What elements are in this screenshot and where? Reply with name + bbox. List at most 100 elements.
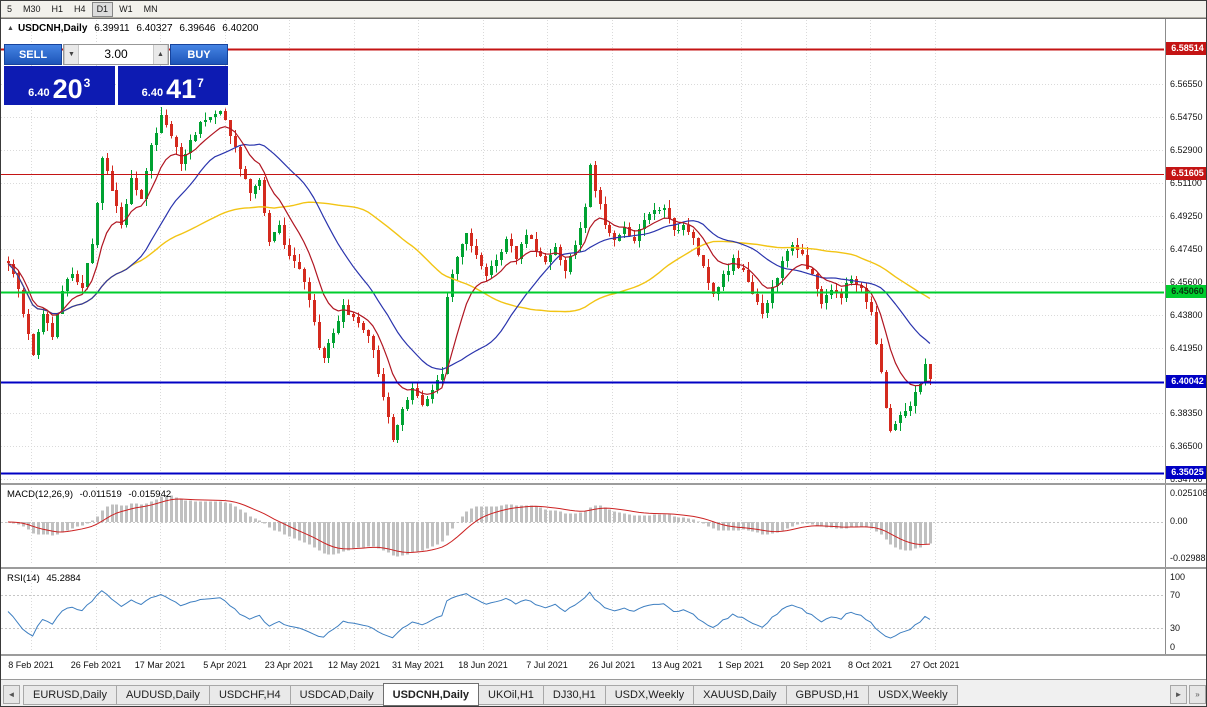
ask-price-sup: 7 (197, 76, 204, 90)
readout-open: 6.39911 (94, 23, 130, 34)
price-axis-label: 6.47450 (1170, 244, 1203, 254)
bid-price-sup: 3 (83, 76, 91, 90)
chart-title: ▲ USDCNH,Daily 6.39911 6.40327 6.39646 6.… (7, 23, 262, 34)
volume-input[interactable]: 3.00 (104, 47, 128, 61)
symbol-title: USDCNH,Daily (17, 23, 88, 34)
price-line-badge: 6.51605 (1166, 167, 1206, 180)
timeframe-toolbar: 5 M30 H1 H4 D1 W1 MN (1, 1, 1206, 18)
chart-tab-usdcad-daily[interactable]: USDCAD,Daily (289, 685, 384, 705)
panel-separator[interactable] (1, 567, 1206, 569)
panel-separator[interactable] (1, 483, 1206, 485)
tab-scroll-left-button[interactable]: ◄ (3, 685, 20, 704)
price-line-badge: 6.45060 (1166, 285, 1206, 298)
date-axis-label: 23 Apr 2021 (264, 660, 314, 670)
volume-increase-button[interactable]: ▲ (153, 45, 168, 64)
readout-close: 6.40200 (222, 23, 259, 34)
date-axis-label: 5 Apr 2021 (203, 660, 247, 670)
price-axis-label: 6.34700 (1170, 474, 1203, 484)
timeframe-button-m30[interactable]: M30 (23, 3, 41, 14)
macd-axis-label: 0.00 (1170, 516, 1188, 526)
chart-tab-usdx-weekly[interactable]: USDX,Weekly (868, 685, 958, 705)
chart-shift-marker-icon: ▲ (7, 25, 14, 32)
date-axis-label: 31 May 2021 (391, 660, 445, 670)
chart-window: 6.56550 6.54750 6.52900 6.51100 6.49250 6.474… (1, 18, 1207, 679)
chart-tab-ukoil-h1[interactable]: UKOil,H1 (478, 685, 544, 705)
chart-tab-bar: ◄ EURUSD,Daily AUDUSD,Daily USDCHF,H4 USDCA… (1, 679, 1206, 706)
date-axis-label: 1 Sep 2021 (717, 660, 765, 670)
chart-tabs: EURUSD,Daily AUDUSD,Daily USDCHF,H4 USDCAD,… (23, 683, 958, 706)
price-axis-label: 6.45600 (1170, 277, 1203, 287)
date-axis-label: 7 Jul 2021 (526, 660, 568, 670)
date-axis-label: 13 Aug 2021 (651, 660, 703, 670)
price-axis-label: 6.43800 (1170, 310, 1203, 320)
price-line-badge: 6.58514 (1166, 42, 1206, 55)
readout-high: 6.40327 (136, 23, 173, 34)
timeframe-button-h1[interactable]: H1 (51, 3, 64, 14)
price-axis[interactable]: 6.56550 6.54750 6.52900 6.51100 6.49250 6.474… (1165, 19, 1207, 656)
rsi-label: RSI(14) (7, 573, 40, 584)
volume-decrease-button[interactable]: ▼ (64, 45, 79, 64)
ask-price-big: 41 (166, 74, 197, 104)
timeframe-button-w1[interactable]: W1 (119, 3, 133, 14)
buy-button[interactable]: BUY (170, 44, 228, 65)
price-axis-label: 6.52900 (1170, 145, 1203, 155)
bid-price-big: 20 (52, 74, 83, 104)
chart-tab-xauusd-daily[interactable]: XAUUSD,Daily (693, 685, 787, 705)
timeframe-button-mn[interactable]: MN (143, 3, 158, 14)
rsi-axis-label: 30 (1170, 623, 1181, 633)
macd-axis-label: 0.025108 (1170, 488, 1207, 498)
price-axis-label: 6.41950 (1170, 343, 1203, 353)
date-axis-label: 12 May 2021 (327, 660, 381, 670)
tab-scroll-right-button[interactable]: ► (1170, 685, 1187, 704)
macd-title: MACD(12,26,9) -0.011519 -0.015942 (7, 489, 175, 500)
chart-tab-eurusd-daily[interactable]: EURUSD,Daily (23, 685, 117, 705)
chart-canvas[interactable] (1, 19, 1165, 656)
rsi-value: 45.2884 (46, 573, 81, 584)
readout-low: 6.39646 (179, 23, 216, 34)
ask-price-box[interactable]: 6.40 41 7 (117, 66, 228, 105)
tab-scroll-end-button[interactable]: » (1189, 685, 1206, 704)
rsi-axis-label: 0 (1170, 642, 1176, 652)
date-axis-label: 17 Mar 2021 (134, 660, 186, 670)
chart-tab-usdcnh-daily[interactable]: USDCNH,Daily (382, 683, 480, 706)
chart-tab-usdx-weekly[interactable]: USDX,Weekly (604, 685, 695, 705)
ask-price-prefix: 6.40 (141, 87, 164, 99)
macd-label: MACD(12,26,9) (7, 489, 73, 500)
date-axis-label: 26 Jul 2021 (588, 660, 636, 670)
rsi-title: RSI(14) 45.2884 (7, 573, 85, 584)
date-axis-label: 8 Feb 2021 (8, 660, 54, 670)
price-axis-label: 6.56550 (1170, 79, 1203, 89)
rsi-axis-label: 70 (1170, 590, 1181, 600)
macd-axis-label: -0.029881 (1170, 553, 1207, 563)
timeframe-button-h4[interactable]: H4 (74, 3, 86, 14)
one-click-trade-panel: SELL ▼ 3.00 ▲ BUY 6.40 20 3 6.40 41 7 (4, 44, 228, 105)
chart-tab-audusd-daily[interactable]: AUDUSD,Daily (115, 685, 210, 705)
macd-value-main: -0.011519 (79, 489, 122, 500)
price-axis-label: 6.36500 (1170, 441, 1203, 451)
price-axis-label: 6.51100 (1170, 178, 1202, 188)
date-axis[interactable]: 8 Feb 2021 26 Feb 2021 17 Mar 2021 5 Apr 20… (1, 656, 1165, 678)
bid-price-prefix: 6.40 (28, 87, 50, 99)
price-line-badge: 6.35025 (1166, 466, 1206, 479)
panel-separator[interactable] (1, 654, 1206, 656)
date-axis-label: 26 Feb 2021 (70, 660, 122, 670)
chart-tab-gbpusd-h1[interactable]: GBPUSD,H1 (785, 685, 870, 705)
bid-price-box[interactable]: 6.40 20 3 (4, 66, 115, 105)
date-axis-label: 8 Oct 2021 (847, 660, 893, 670)
sell-button[interactable]: SELL (4, 44, 62, 65)
volume-control: ▼ 3.00 ▲ (63, 44, 169, 65)
date-axis-label: 20 Sep 2021 (780, 660, 832, 670)
price-line-badge: 6.40042 (1166, 375, 1206, 388)
date-axis-label: 18 Jun 2021 (458, 660, 508, 670)
macd-value-signal: -0.015942 (128, 489, 172, 500)
date-axis-label: 27 Oct 2021 (910, 660, 960, 670)
price-axis-label: 6.38350 (1170, 408, 1203, 418)
timeframe-button-d1[interactable]: D1 (91, 1, 114, 17)
rsi-axis-label: 100 (1170, 572, 1186, 582)
chart-tab-usdchf-h4[interactable]: USDCHF,H4 (208, 685, 291, 705)
chart-tab-dj30-h1[interactable]: DJ30,H1 (542, 685, 606, 705)
price-axis-label: 6.54750 (1170, 112, 1203, 122)
price-axis-label: 6.49250 (1170, 211, 1203, 221)
timeframe-button-5[interactable]: 5 (7, 3, 13, 14)
